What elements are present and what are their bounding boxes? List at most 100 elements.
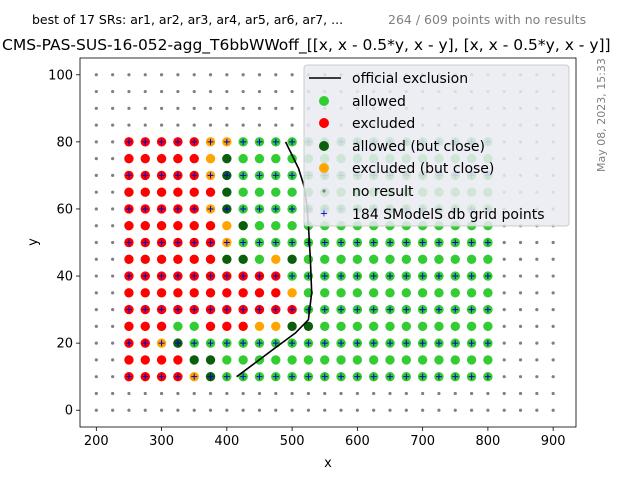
db-grid-point	[174, 138, 181, 145]
no-result-point	[502, 257, 506, 261]
no-result-point	[111, 291, 115, 295]
db-grid-point	[387, 273, 393, 280]
result-point-excluded-close	[271, 321, 281, 332]
result-point-allowed	[368, 288, 379, 298]
db-grid-point	[174, 239, 181, 246]
result-point-allowed	[352, 355, 363, 365]
db-grid-point	[223, 273, 230, 280]
no-result-point	[290, 123, 294, 127]
no-result-point	[518, 240, 523, 245]
result-point-allowed	[320, 321, 330, 332]
result-point-allowed	[320, 254, 330, 264]
result-point-excluded	[173, 355, 183, 365]
result-point-excluded	[238, 321, 248, 332]
no-result-point	[518, 257, 523, 261]
db-grid-point	[158, 138, 165, 145]
db-grid-point	[256, 373, 263, 380]
result-point-excluded	[156, 288, 167, 298]
db-grid-point	[468, 306, 475, 313]
no-result-point	[127, 106, 131, 110]
no-result-point	[551, 324, 555, 328]
db-grid-point	[272, 273, 279, 280]
no-result-point	[535, 240, 539, 245]
no-result-point	[94, 307, 98, 312]
result-point-allowed-close	[303, 321, 314, 332]
result-point-allowed-close	[205, 355, 216, 365]
db-grid-point	[403, 373, 410, 380]
no-result-point	[143, 73, 147, 77]
no-result-point	[143, 89, 147, 94]
result-point-allowed	[483, 321, 493, 332]
result-point-excluded	[140, 254, 150, 264]
result-point-allowed	[385, 288, 395, 298]
db-grid-point	[468, 373, 475, 380]
no-result-point	[208, 391, 213, 396]
db-grid-point	[338, 273, 345, 280]
db-grid-point	[370, 239, 377, 246]
result-point-excluded	[140, 221, 150, 231]
no-result-point	[551, 240, 555, 245]
y-tick-label: 40	[56, 270, 73, 285]
no-result-point	[518, 324, 523, 328]
result-point-excluded	[140, 355, 150, 365]
no-result-point	[94, 257, 98, 261]
db-grid-point	[191, 239, 198, 246]
no-result-point	[176, 123, 180, 127]
db-grid-point	[338, 340, 345, 347]
db-grid-point	[191, 273, 198, 280]
no-result-point	[159, 89, 164, 94]
db-grid-point	[142, 373, 149, 380]
no-result-point	[225, 89, 229, 94]
result-point-excluded	[124, 321, 134, 332]
db-grid-point	[142, 273, 149, 280]
no-result-point	[339, 408, 343, 412]
db-grid-point	[207, 172, 214, 179]
no-result-point	[94, 207, 98, 211]
no-result-point	[486, 408, 490, 412]
no-result-point	[502, 324, 506, 328]
db-grid-point	[321, 373, 328, 380]
no-result-point	[535, 257, 539, 261]
result-point-allowed	[238, 355, 248, 365]
result-point-excluded	[205, 187, 216, 197]
no-result-point	[94, 341, 98, 345]
legend: + official exclusion allowed excluded al…	[303, 64, 570, 227]
db-grid-point	[289, 239, 296, 246]
no-result-point	[159, 106, 164, 110]
no-result-point	[143, 106, 147, 110]
x-axis-label: x	[324, 456, 332, 471]
db-grid-point	[174, 172, 181, 179]
db-grid-point	[223, 373, 230, 380]
db-grid-point	[403, 239, 410, 246]
no-result-point	[208, 73, 213, 77]
db-grid-point	[403, 306, 410, 313]
result-point-excluded	[205, 254, 216, 264]
no-result-point	[535, 307, 539, 312]
db-grid-point	[142, 306, 149, 313]
no-result-point	[159, 391, 164, 396]
result-point-allowed	[466, 321, 477, 332]
db-grid-point	[174, 273, 181, 280]
legend-db-swatch: +	[320, 209, 328, 220]
db-grid-point	[240, 340, 247, 347]
result-point-allowed	[483, 288, 493, 298]
no-result-point	[535, 291, 539, 295]
no-result-point	[518, 291, 523, 295]
result-point-excluded	[124, 221, 134, 231]
no-result-point	[111, 408, 115, 412]
no-result-point	[94, 73, 98, 77]
result-point-allowed	[385, 321, 395, 332]
db-grid-point	[256, 172, 263, 179]
no-result-point	[94, 324, 98, 328]
db-grid-point	[240, 205, 247, 212]
no-result-point	[111, 123, 115, 127]
result-point-excluded	[156, 321, 167, 332]
no-result-point	[551, 274, 555, 278]
no-result-point	[94, 173, 98, 178]
db-grid-point	[158, 373, 165, 380]
result-point-allowed	[417, 321, 428, 332]
no-result-point	[94, 375, 98, 379]
result-point-allowed	[466, 288, 477, 298]
legend-allowed-close-swatch	[319, 141, 329, 151]
db-grid-point	[240, 373, 247, 380]
